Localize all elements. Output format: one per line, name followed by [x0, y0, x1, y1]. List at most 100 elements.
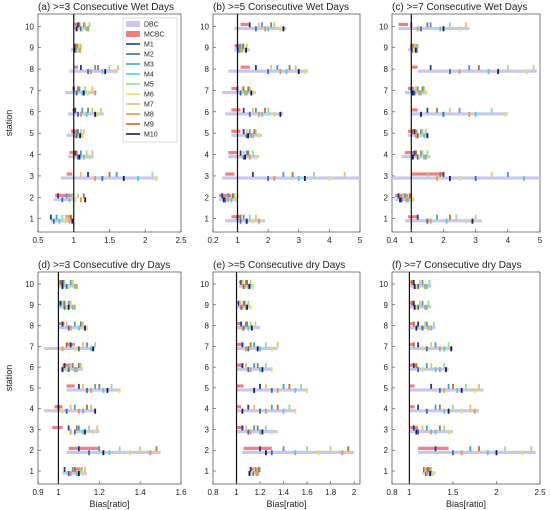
model-m8-marker [424, 154, 427, 160]
model-m4-marker [487, 69, 490, 75]
legend-swatch-dbc [126, 21, 140, 27]
model-m2-marker [88, 450, 90, 456]
station-row [228, 65, 308, 75]
model-m8-marker [429, 218, 432, 224]
model-m4-marker [445, 218, 448, 224]
mcbc-range-bar [73, 22, 79, 27]
model-m5-marker [233, 193, 236, 199]
y-tick-label: 10 [200, 280, 209, 289]
model-m1-marker [74, 150, 77, 156]
model-m3-marker [420, 129, 422, 135]
model-m4-marker [82, 408, 84, 414]
model-m9-marker [270, 22, 273, 28]
model-m7-marker [241, 279, 244, 285]
model-m1-marker [241, 342, 244, 348]
model-m9-marker [478, 446, 480, 452]
x-axis-label: Bias[ratio] [89, 499, 129, 509]
model-m3-marker [227, 193, 230, 199]
model-m7-marker [84, 467, 86, 473]
model-m9-marker [155, 446, 158, 452]
mcbc-range-bar [236, 342, 244, 347]
model-m4-marker [75, 367, 78, 373]
model-m2-marker [426, 218, 429, 224]
x-tick-label: 0.8 [386, 488, 398, 497]
model-m10-marker [104, 69, 107, 75]
model-m10-marker [84, 429, 86, 435]
model-m10-marker [222, 197, 225, 203]
y-tick-label: 7 [205, 342, 210, 351]
model-m1-marker [61, 321, 64, 327]
mcbc-range-bar [65, 215, 73, 219]
model-m2-marker [242, 325, 245, 331]
y-tick-label: 4 [30, 405, 35, 414]
model-m6-marker [95, 111, 98, 117]
model-m5-marker [424, 129, 427, 135]
y-tick-label: 5 [384, 129, 389, 138]
x-tick-label: 2 [143, 236, 148, 245]
model-m5-marker [432, 321, 435, 327]
model-m8-marker [239, 47, 241, 53]
model-m7-marker [329, 446, 332, 452]
model-m5-marker [426, 150, 429, 156]
x-tick-label: 1 [234, 488, 239, 497]
model-m8-marker [424, 304, 426, 310]
model-m4-marker [423, 133, 426, 139]
model-m8-marker [94, 90, 97, 96]
station-row [236, 300, 252, 310]
x-tick-label: 1.6 [302, 488, 314, 497]
model-m3-marker [282, 171, 285, 177]
model-m4-marker [101, 69, 104, 75]
model-m9-marker [436, 107, 438, 113]
model-m3-marker [69, 279, 72, 285]
model-m10-marker [420, 111, 422, 117]
model-m3-marker [65, 193, 68, 199]
x-tick-label: 1.4 [278, 488, 290, 497]
station-row [58, 300, 76, 310]
model-m8-marker [255, 471, 258, 477]
model-m7-marker [253, 404, 256, 410]
station-row [404, 86, 428, 96]
model-m8-marker [249, 429, 252, 435]
y-tick-label: 3 [384, 425, 389, 434]
station-row [53, 193, 87, 203]
model-m10-marker [426, 133, 429, 139]
model-m2-marker [416, 154, 419, 160]
mcbc-range-bar [231, 86, 238, 91]
model-m8-marker [149, 450, 152, 456]
model-m7-marker [424, 321, 426, 327]
station-row [222, 171, 360, 181]
model-m10-marker [245, 47, 247, 53]
model-m8-marker [69, 429, 72, 435]
dbc-range-bar [236, 367, 272, 371]
mcbc-range-bar [73, 65, 79, 69]
model-m6-marker [418, 133, 421, 139]
station-row [242, 446, 355, 456]
model-m2-marker [259, 408, 261, 414]
dbc-range-bar [69, 69, 119, 73]
model-m9-marker [421, 86, 424, 92]
y-tick-label: 8 [384, 322, 389, 331]
model-m10-marker [429, 471, 432, 477]
model-m1-marker [242, 107, 245, 113]
model-m9-marker [256, 425, 259, 431]
y-tick-label: 8 [205, 322, 210, 331]
model-m5-marker [249, 321, 252, 327]
model-m10-marker [250, 325, 253, 331]
model-m6-marker [521, 450, 524, 456]
model-m6-marker [465, 218, 467, 224]
y-tick-label: 2 [384, 193, 389, 202]
x-tick-label: 1 [407, 488, 412, 497]
model-m4-marker [474, 111, 477, 117]
model-m5-marker [248, 86, 251, 92]
y-tick-label: 10 [379, 280, 388, 289]
dbc-range-bar [409, 284, 432, 288]
model-m5-marker [85, 150, 88, 156]
y-tick-label: 4 [30, 151, 35, 160]
model-m3-marker [67, 300, 70, 306]
legend-label-m5: M5 [144, 82, 154, 89]
model-m6-marker [65, 367, 68, 373]
model-m1-marker [417, 404, 420, 410]
model-m6-marker [155, 175, 157, 181]
model-m6-marker [503, 111, 506, 117]
legend-label-m7: M7 [144, 102, 154, 109]
